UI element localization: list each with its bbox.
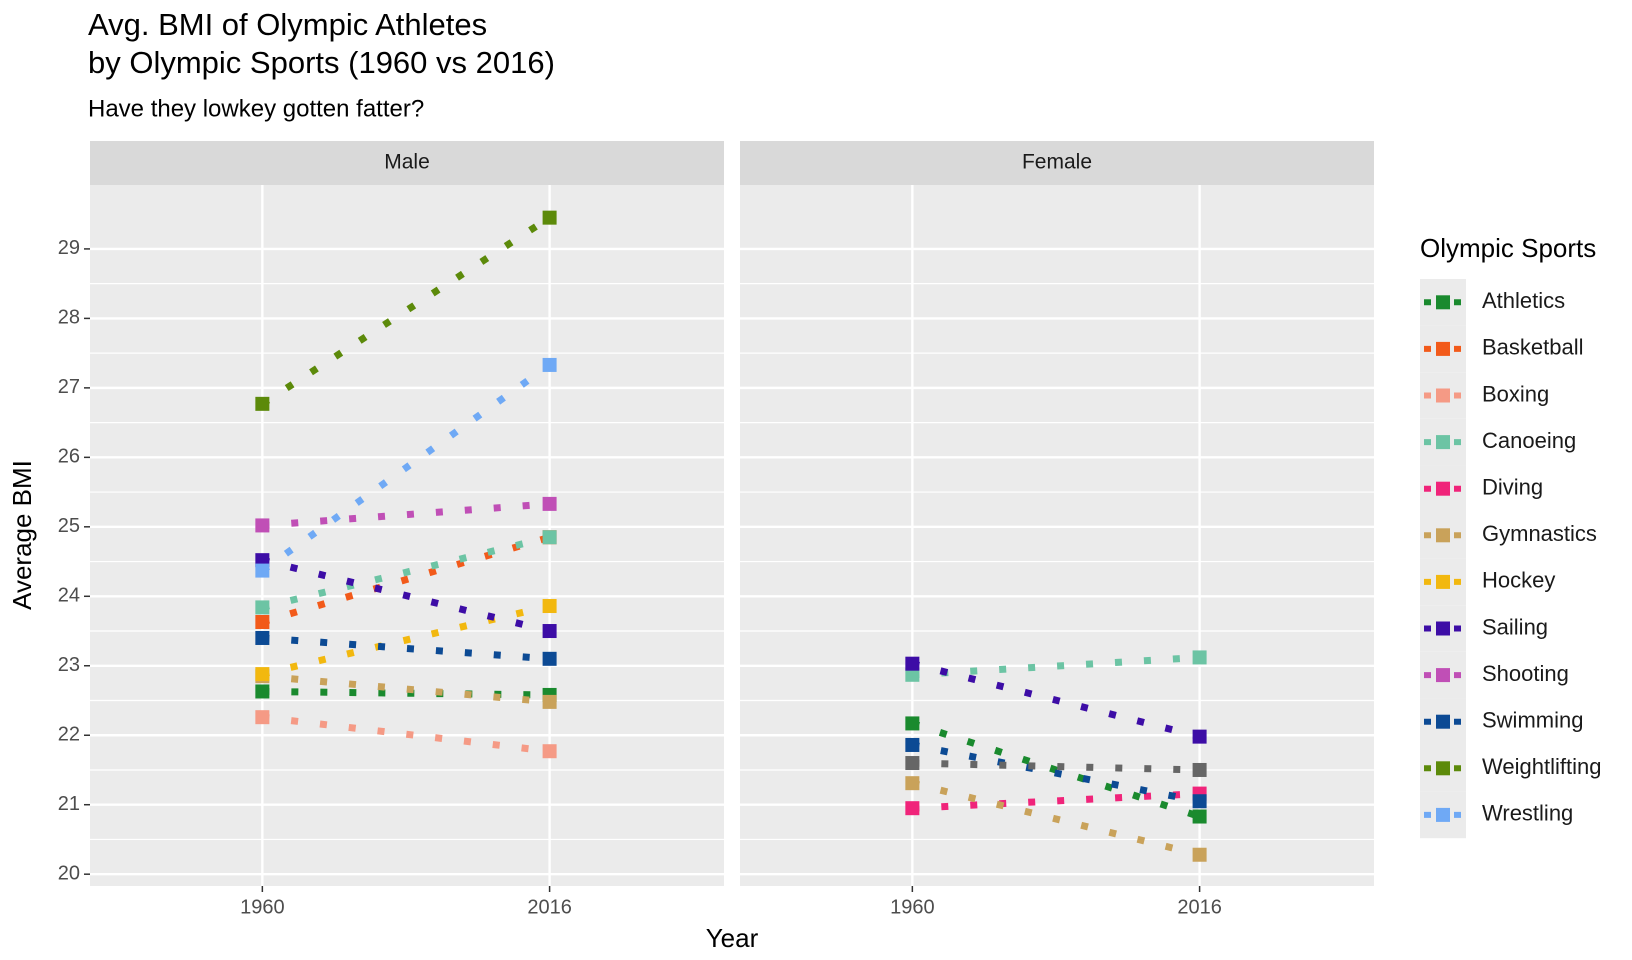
chart-title: Avg. BMI of Olympic Athletes: [88, 7, 487, 42]
point: [542, 651, 557, 666]
point: [255, 630, 270, 645]
point: [1192, 762, 1207, 777]
y-tick-label: 22: [58, 724, 80, 746]
point: [1192, 729, 1207, 744]
point: [905, 776, 920, 791]
series-line: [911, 741, 1201, 805]
panel-background: [740, 185, 1374, 886]
legend-label: Basketball: [1482, 335, 1584, 360]
legend-label: Wrestling: [1482, 801, 1573, 826]
legend-label: Canoeing: [1482, 428, 1576, 453]
point: [905, 716, 920, 731]
point: [1192, 809, 1207, 824]
facet-label: Female: [1022, 151, 1092, 174]
legend-label: Athletics: [1482, 288, 1565, 313]
y-tick-label: 21: [58, 793, 80, 815]
point: [255, 396, 270, 411]
y-axis-title: Average BMI: [7, 460, 37, 610]
legend-label: Shooting: [1482, 661, 1569, 686]
legend-point: [1436, 388, 1450, 403]
legend-point: [1436, 341, 1450, 356]
series-line: [261, 602, 551, 678]
x-tick-label: 2016: [1177, 896, 1222, 918]
point: [905, 656, 920, 671]
legend-label: Sailing: [1482, 614, 1548, 639]
point: [542, 357, 557, 372]
point: [255, 614, 270, 629]
legend-title: Olympic Sports: [1420, 233, 1596, 263]
panel-strip: [740, 141, 1374, 185]
series-line: [261, 533, 551, 626]
point: [905, 737, 920, 752]
legend-label: Hockey: [1482, 568, 1555, 593]
legend-point: [1436, 621, 1450, 636]
series-line: [261, 556, 551, 635]
x-tick-label: 2016: [527, 896, 572, 918]
legend-point: [1436, 668, 1450, 683]
legend-label: Gymnastics: [1482, 521, 1597, 546]
point: [255, 563, 270, 578]
legend-point: [1436, 435, 1450, 450]
y-tick-label: 23: [58, 654, 80, 676]
y-tick-label: 25: [58, 515, 80, 537]
point: [905, 667, 920, 682]
legend-point: [1436, 528, 1450, 543]
chart-subtitle: Have they lowkey gotten fatter?: [88, 95, 424, 122]
point: [255, 667, 270, 682]
x-tick-label: 1960: [240, 896, 285, 918]
point: [542, 624, 557, 639]
point: [905, 801, 920, 816]
point: [542, 694, 557, 709]
facet-label: Male: [384, 151, 430, 174]
point: [255, 710, 270, 725]
panel-background: [90, 185, 724, 886]
legend-point: [1436, 714, 1450, 729]
legend-point: [1436, 295, 1450, 310]
legend-label: Diving: [1482, 475, 1543, 500]
x-tick-label: 1960: [890, 896, 935, 918]
point: [255, 600, 270, 615]
y-tick-label: 26: [58, 446, 80, 468]
point: [542, 744, 557, 759]
point: [542, 599, 557, 614]
y-tick-label: 24: [58, 585, 80, 607]
series-line: [261, 533, 551, 611]
y-tick-label: 20: [58, 862, 80, 884]
point: [1192, 847, 1207, 862]
legend-label: Swimming: [1482, 708, 1583, 733]
x-axis-title: Year: [706, 923, 759, 953]
point: [255, 684, 270, 699]
point: [542, 210, 557, 225]
point: [905, 756, 920, 771]
legend-label: Boxing: [1482, 381, 1549, 406]
point: [542, 496, 557, 511]
y-tick-label: 27: [58, 376, 80, 398]
series-line: [911, 660, 1201, 741]
legend-label: Weightlifting: [1482, 754, 1601, 779]
legend-point: [1436, 481, 1450, 496]
chart-title: by Olympic Sports (1960 vs 2016): [88, 45, 555, 80]
panel-strip: [90, 141, 724, 185]
series-line: [260, 362, 552, 574]
point: [1192, 650, 1207, 665]
series-line: [911, 779, 1201, 859]
point: [1192, 794, 1207, 809]
y-tick-label: 28: [58, 307, 80, 329]
point: [542, 530, 557, 545]
legend-point: [1436, 807, 1450, 822]
legend-point: [1436, 574, 1450, 589]
point: [255, 518, 270, 533]
y-tick-label: 29: [58, 237, 80, 259]
legend-point: [1436, 761, 1450, 776]
